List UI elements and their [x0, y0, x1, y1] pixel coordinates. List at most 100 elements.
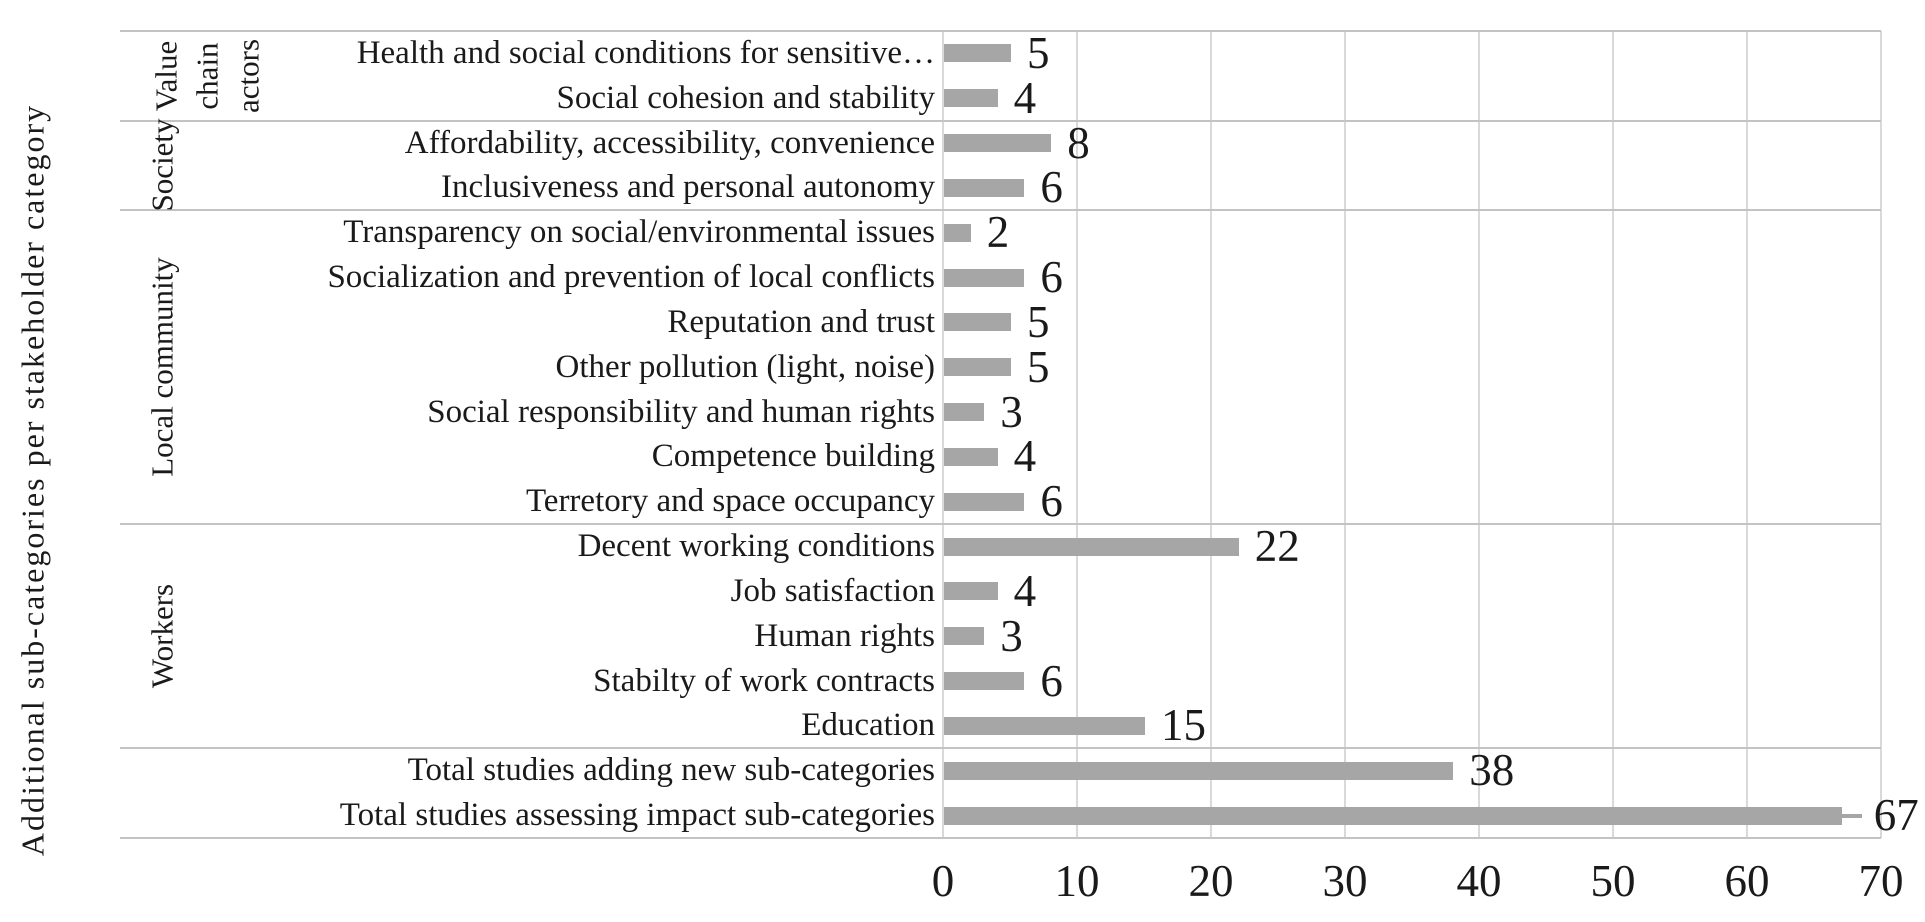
category-label: Affordability, accessibility, convenienc… [404, 124, 935, 161]
category-label: Terretory and space occupancy [525, 483, 935, 520]
category-label: Inclusiveness and personal autonomy [441, 169, 935, 206]
gridline-x-0 [942, 31, 944, 838]
bar-track: 3 [944, 386, 1023, 437]
group-label-text: Value chain actors [148, 38, 265, 113]
gridline-x-30 [1344, 31, 1346, 838]
category-label: Transparency on social/environmental iss… [343, 214, 935, 251]
value-label: 5 [1027, 296, 1050, 347]
bar-track: 3 [944, 610, 1023, 661]
bar-row: Social cohesion and stability 4 [0, 75, 1925, 121]
bar-row: Education 15 [0, 700, 1925, 751]
value-label: 5 [1027, 341, 1050, 392]
group-divider [120, 30, 1881, 32]
value-label: 4 [1013, 431, 1037, 482]
bar-row: Total studies adding new sub-categories 3… [0, 748, 1925, 793]
bar-track: 6 [944, 162, 1063, 213]
value-label: 2 [986, 207, 1010, 258]
x-tick-label-70: 70 [1858, 856, 1904, 906]
bar-track: 15 [944, 700, 1206, 751]
category-label: Education [801, 707, 935, 744]
bar [944, 403, 985, 422]
bar-row: Other pollution (light, noise) 5 [0, 341, 1925, 392]
group-divider [120, 119, 1881, 122]
bar-row: Socialization and prevention of local co… [0, 255, 1925, 300]
bar [944, 672, 1025, 691]
category-label: Reputation and trust [667, 303, 935, 340]
category-label: Competence building [651, 438, 935, 475]
bar [944, 313, 1011, 332]
bar [944, 268, 1025, 287]
bar [944, 716, 1145, 735]
bar-row: Health and social conditions for sensiti… [0, 27, 1925, 78]
value-label: 15 [1161, 700, 1206, 751]
group-label-text: Local community [144, 257, 180, 477]
bar-row: Transparency on social/environmental iss… [0, 210, 1925, 255]
gridline-x-40 [1478, 31, 1480, 838]
gridline-x-20 [1210, 31, 1212, 838]
value-label: 8 [1067, 117, 1090, 168]
bar-row: Terretory and space occupancy 6 [0, 479, 1925, 524]
bar-track: 4 [944, 431, 1037, 482]
group-divider [120, 523, 1881, 526]
bar-row: Human rights 3 [0, 610, 1925, 661]
group-divider [120, 209, 1881, 212]
group-label-workers: Workers [75, 524, 250, 748]
group-label-value-chain-actors: Value chain actors [120, 31, 295, 121]
category-label: Other pollution (light, noise) [555, 348, 935, 385]
bar-track: 2 [944, 210, 1009, 255]
bar [944, 761, 1454, 780]
gridline-x-10 [1076, 31, 1078, 838]
value-label: 6 [1040, 252, 1063, 303]
value-label: 6 [1040, 162, 1063, 213]
category-label: Decent working conditions [577, 528, 935, 565]
bar [944, 134, 1052, 153]
group-divider [120, 837, 1881, 839]
gridline-x-70 [1880, 31, 1882, 838]
bar-track: 4 [944, 565, 1037, 616]
value-label: 3 [1000, 610, 1023, 661]
bar-row: Inclusiveness and personal autonomy 6 [0, 162, 1925, 213]
bar-track: 5 [944, 27, 1050, 78]
value-label: 6 [1040, 476, 1063, 527]
bar [944, 537, 1239, 556]
value-label: 38 [1469, 745, 1515, 796]
value-label: 5 [1027, 27, 1050, 78]
bar-track: 67 [944, 793, 1919, 838]
category-label: Social cohesion and stability [556, 79, 935, 116]
bar [944, 44, 1011, 63]
group-label-text: Workers [144, 584, 180, 689]
bar-row: Affordability, accessibility, convenienc… [0, 117, 1925, 168]
gridline-x-60 [1746, 31, 1748, 838]
value-label: 4 [1013, 565, 1037, 616]
bar [944, 806, 1842, 825]
bar-track: 6 [944, 655, 1063, 706]
group-label-society: Society [75, 119, 250, 212]
bar-track: 5 [944, 296, 1050, 347]
x-axis-tick-labels: 0 10 20 30 40 50 60 70 [0, 850, 1925, 912]
bar-row: Reputation and trust 5 [0, 296, 1925, 347]
category-label: Total studies assessing impact sub-categ… [339, 797, 935, 834]
bar-row: Job satisfaction 4 [0, 565, 1925, 616]
value-label: 6 [1040, 655, 1063, 706]
bar-track: 6 [944, 479, 1063, 524]
bar-track: 6 [944, 255, 1063, 300]
bar-track: 4 [944, 75, 1036, 121]
bar-end-whisker [1841, 813, 1862, 818]
value-label: 3 [1000, 386, 1023, 437]
x-tick-label-10: 10 [1054, 856, 1100, 906]
bar [944, 447, 998, 466]
bar [944, 582, 998, 601]
x-tick-label-50: 50 [1590, 856, 1636, 906]
x-tick-label-30: 30 [1322, 856, 1368, 906]
bar [944, 178, 1025, 197]
category-label: Human rights [754, 617, 935, 654]
bar [944, 627, 985, 646]
x-tick-label-40: 40 [1456, 856, 1502, 906]
bar [944, 89, 998, 108]
gridline-x-50 [1612, 31, 1614, 838]
